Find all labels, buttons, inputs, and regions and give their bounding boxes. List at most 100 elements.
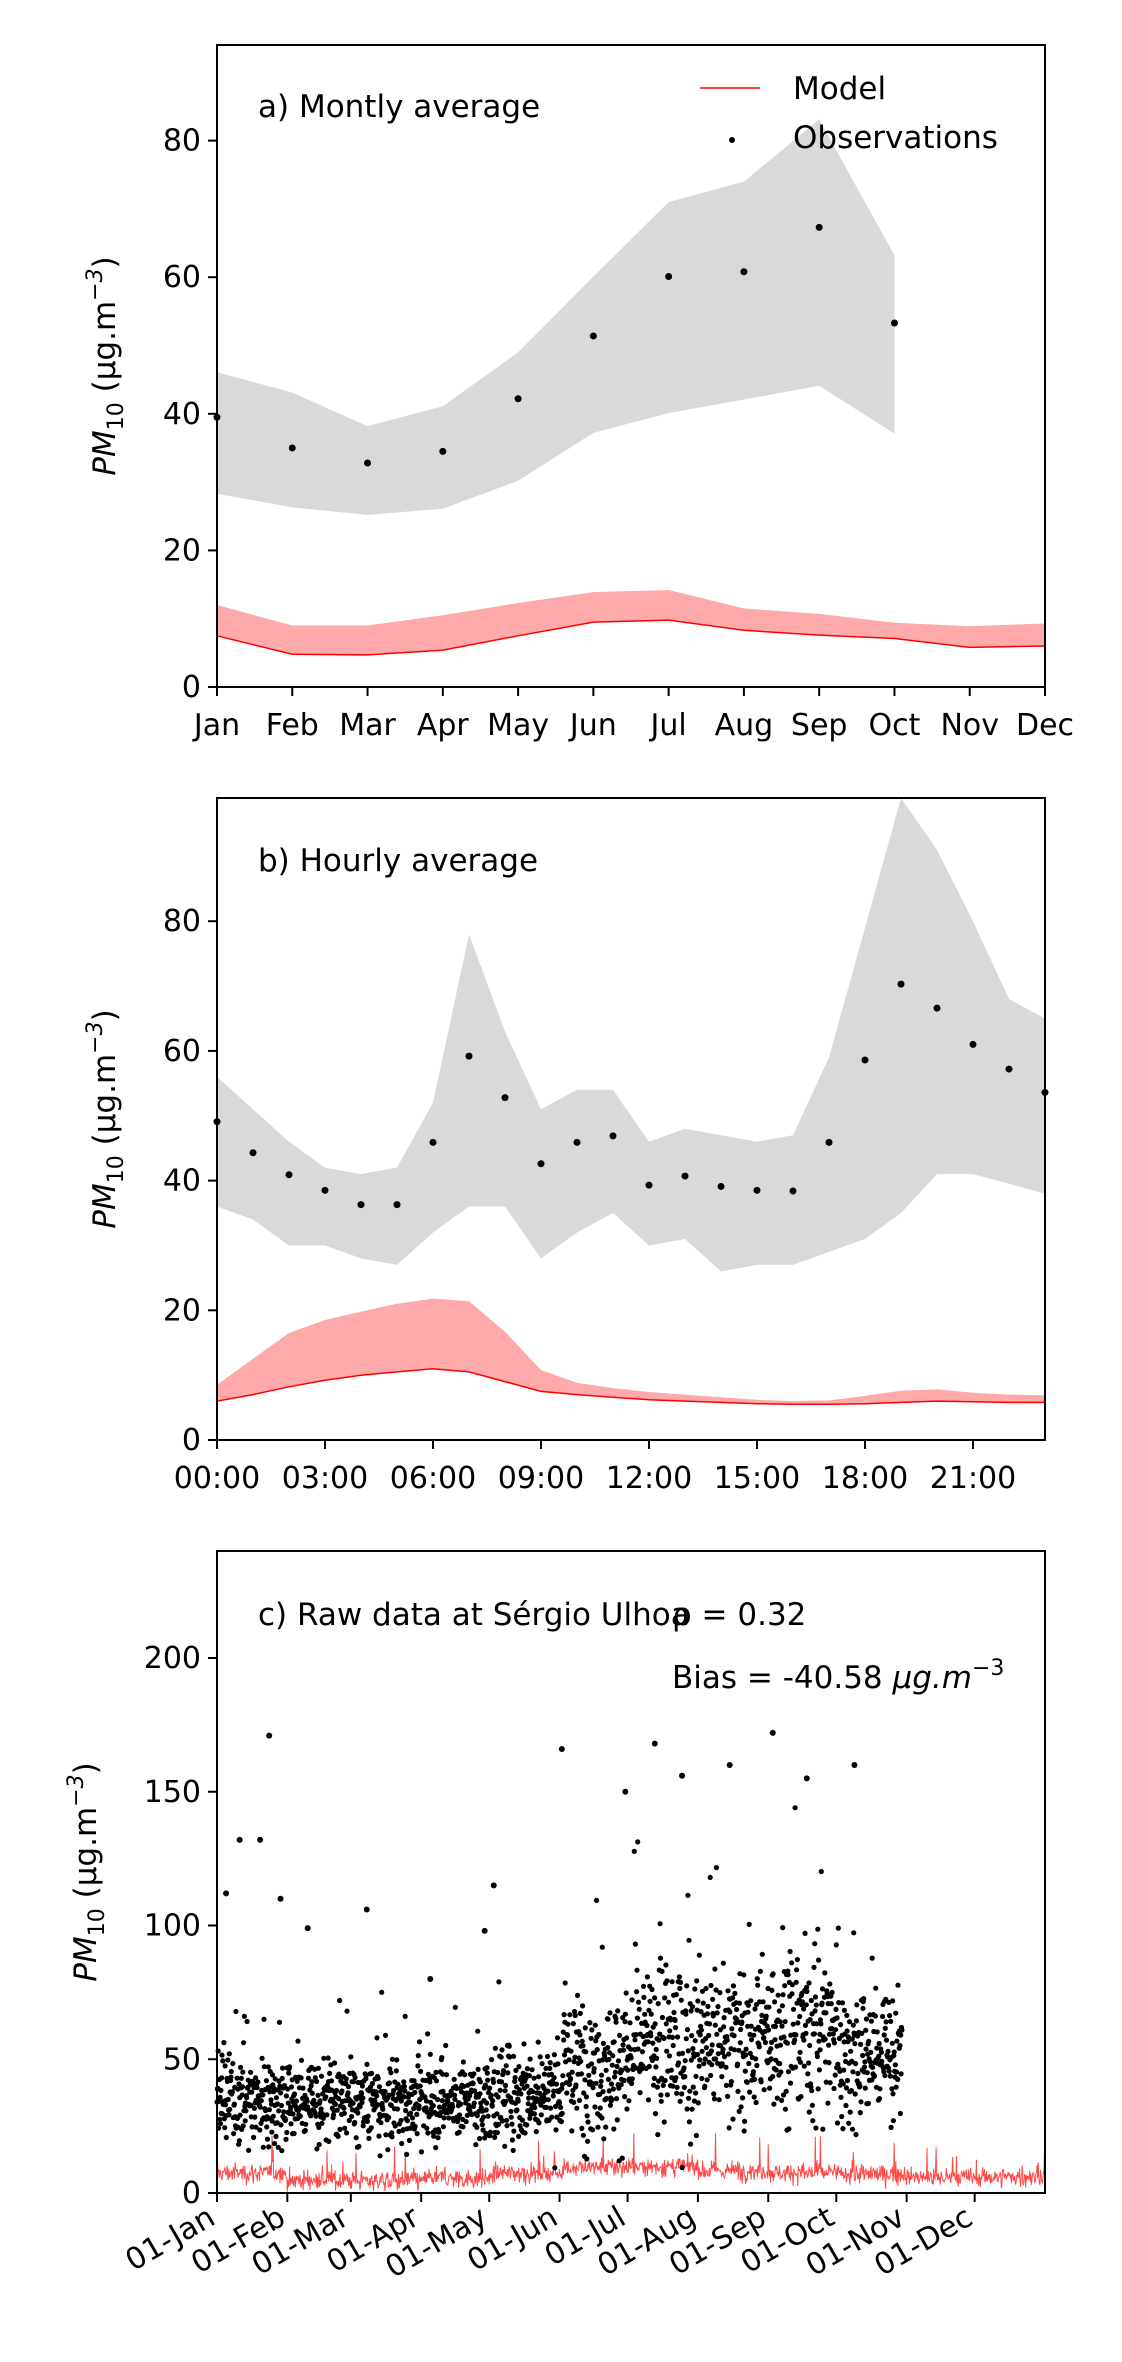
observation-point bbox=[711, 2096, 718, 2102]
observations-range-band bbox=[217, 119, 895, 515]
observation-point bbox=[297, 2113, 303, 2119]
observation-point bbox=[467, 2093, 473, 2099]
observation-point bbox=[357, 1201, 365, 1209]
observation-point bbox=[580, 2043, 586, 2049]
observation-point bbox=[614, 2063, 620, 2069]
observation-point bbox=[762, 2039, 769, 2046]
observation-point bbox=[851, 1762, 858, 1768]
observation-point bbox=[626, 2098, 632, 2104]
observation-point bbox=[707, 1874, 713, 1880]
observation-point bbox=[620, 2042, 626, 2048]
observation-point bbox=[581, 2090, 587, 2096]
model-line bbox=[216, 619, 1046, 656]
observation-point bbox=[483, 2107, 489, 2113]
observation-point bbox=[416, 2039, 423, 2045]
observation-point bbox=[580, 2132, 587, 2138]
observation-point bbox=[699, 2075, 705, 2082]
observation-point bbox=[857, 2110, 863, 2116]
observation-point bbox=[670, 2083, 676, 2089]
observation-point bbox=[219, 2075, 225, 2081]
observation-point bbox=[572, 2012, 578, 2019]
observation-point bbox=[440, 2124, 446, 2130]
observation-point bbox=[708, 1982, 714, 1989]
observation-point bbox=[877, 2086, 883, 2092]
observation-point bbox=[669, 1979, 675, 1985]
observation-point bbox=[628, 2046, 634, 2052]
observation-point bbox=[383, 2132, 389, 2138]
panel-b-annotation: b) Hourly average bbox=[258, 843, 538, 879]
observation-point bbox=[841, 2067, 847, 2073]
observation-point bbox=[779, 2023, 785, 2029]
observation-point bbox=[427, 2051, 433, 2057]
x-tick-label: Apr bbox=[417, 708, 470, 743]
observation-point bbox=[318, 2073, 325, 2079]
observation-point bbox=[590, 2127, 596, 2133]
observation-point bbox=[512, 2078, 518, 2084]
observation-point bbox=[366, 2135, 372, 2141]
observation-point bbox=[753, 2099, 759, 2106]
observation-point bbox=[482, 2082, 488, 2088]
observation-point bbox=[653, 2064, 659, 2070]
observation-point bbox=[217, 2094, 223, 2100]
observation-point bbox=[433, 2078, 439, 2084]
observation-point bbox=[526, 2073, 533, 2079]
observation-point bbox=[819, 1986, 826, 1992]
observation-point bbox=[439, 447, 447, 455]
observation-point bbox=[851, 1930, 857, 1936]
observation-point bbox=[269, 2129, 275, 2135]
observation-point bbox=[693, 2090, 699, 2096]
observation-point bbox=[485, 2113, 491, 2119]
observation-point bbox=[360, 2095, 366, 2101]
observation-point bbox=[655, 2001, 661, 2007]
observation-point bbox=[294, 2078, 300, 2084]
observation-point bbox=[803, 1775, 810, 1782]
observation-point bbox=[377, 2153, 383, 2159]
observation-point bbox=[452, 2004, 458, 2010]
observation-point bbox=[503, 2063, 509, 2069]
x-tick-label: 00:00 bbox=[174, 1461, 260, 1496]
observation-point bbox=[847, 2109, 853, 2115]
observation-point bbox=[758, 2079, 764, 2085]
observation-point bbox=[355, 2110, 361, 2116]
observation-point bbox=[865, 2100, 872, 2106]
observation-point bbox=[530, 2089, 536, 2095]
observation-point bbox=[431, 2094, 437, 2100]
observation-point bbox=[666, 2053, 673, 2059]
observation-point bbox=[364, 2118, 370, 2124]
observation-point bbox=[697, 2032, 703, 2038]
observation-point bbox=[844, 2012, 850, 2018]
observation-point bbox=[465, 1052, 473, 1060]
observation-point bbox=[786, 2126, 792, 2132]
y-tick-label: 20 bbox=[163, 533, 201, 568]
observation-point bbox=[395, 2081, 401, 2087]
observation-point bbox=[461, 2083, 467, 2089]
observation-point bbox=[573, 2082, 579, 2088]
observations-range-band bbox=[217, 798, 1045, 1272]
observation-point bbox=[600, 2089, 606, 2095]
observation-point bbox=[510, 2147, 516, 2153]
observation-point bbox=[726, 2125, 732, 2131]
observation-point bbox=[794, 1967, 800, 1973]
observation-point bbox=[489, 2057, 495, 2063]
observation-point bbox=[568, 2048, 574, 2054]
observation-point bbox=[747, 2050, 753, 2056]
observation-point bbox=[436, 2104, 443, 2110]
observation-point bbox=[506, 2043, 512, 2049]
observation-point bbox=[889, 2040, 895, 2046]
observation-point bbox=[487, 2085, 493, 2091]
observation-point bbox=[487, 2129, 493, 2135]
observation-point bbox=[647, 1998, 653, 2004]
observation-point bbox=[236, 1836, 243, 1843]
observation-point bbox=[664, 2092, 671, 2098]
observation-point bbox=[652, 2021, 658, 2027]
observation-point bbox=[888, 2124, 894, 2130]
observation-point bbox=[288, 2104, 294, 2110]
observation-point bbox=[835, 1925, 841, 1931]
y-axis-label: PM10 (µg.m−3) bbox=[64, 1762, 110, 1981]
observation-point bbox=[339, 2088, 345, 2094]
observation-point bbox=[337, 1997, 343, 2004]
observation-point bbox=[429, 1138, 437, 1146]
observation-point bbox=[364, 459, 372, 467]
observation-point bbox=[612, 2074, 618, 2080]
observation-point bbox=[695, 2100, 701, 2106]
